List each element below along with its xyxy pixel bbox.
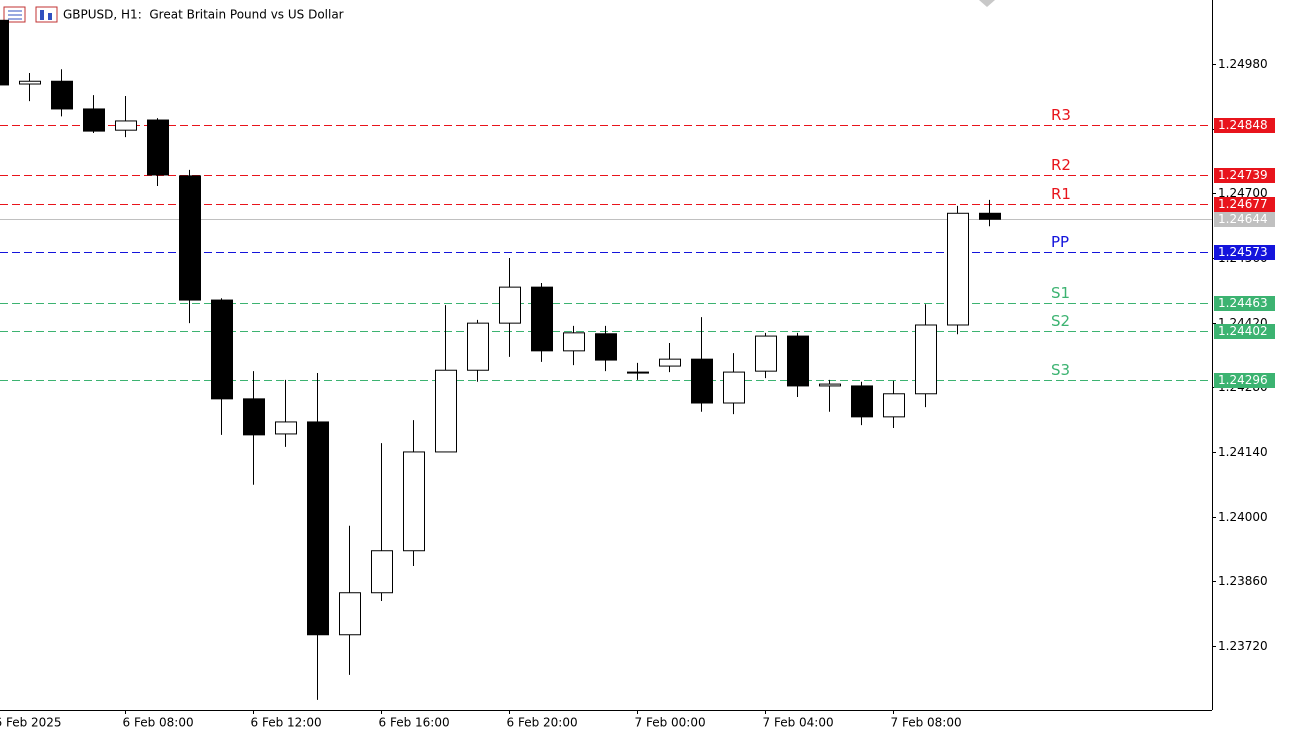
candle-body xyxy=(499,286,521,324)
candle-body xyxy=(243,398,265,436)
y-tick-label: 1.24980 xyxy=(1218,57,1268,71)
x-tick-label: 7 Feb 08:00 xyxy=(891,716,962,730)
y-tick-label: 1.24140 xyxy=(1218,445,1268,459)
candle-body xyxy=(115,120,137,131)
x-tick-label: 7 Feb 00:00 xyxy=(635,716,706,730)
candle-body xyxy=(0,19,9,86)
pivot-name: R1 xyxy=(1051,185,1071,203)
candle-body xyxy=(627,371,649,374)
title-background xyxy=(60,5,352,25)
pivot-name: S3 xyxy=(1051,361,1070,379)
x-tick-label: 7 Feb 04:00 xyxy=(763,716,834,730)
price-label-box xyxy=(1214,245,1275,260)
x-tick-label: 6 Feb 16:00 xyxy=(379,716,450,730)
candle-body xyxy=(83,108,105,132)
price-label-box xyxy=(1214,373,1275,388)
title-icons xyxy=(3,6,58,23)
candle-body xyxy=(851,385,873,418)
y-tick-label: 1.24700 xyxy=(1218,186,1268,200)
candle-body xyxy=(147,119,169,176)
chart-shift-marker xyxy=(979,0,995,7)
price-label-box xyxy=(1214,197,1275,212)
candle-body xyxy=(275,421,297,435)
candle-body xyxy=(307,421,329,636)
price-label: 1.24739 xyxy=(1218,168,1268,182)
candle-body xyxy=(211,299,233,400)
price-label: 1.24677 xyxy=(1218,197,1268,211)
icon-bar xyxy=(40,10,44,20)
x-tick-label: 6 Feb 20:00 xyxy=(507,716,578,730)
price-label-box xyxy=(1214,296,1275,311)
candle-body xyxy=(403,451,425,552)
y-tick-label: 1.23720 xyxy=(1218,639,1268,653)
x-tick-label: 6 Feb 12:00 xyxy=(251,716,322,730)
price-label: 1.24644 xyxy=(1218,212,1268,226)
price-label: 1.24296 xyxy=(1218,373,1268,387)
candle-body xyxy=(947,212,969,326)
candle-body xyxy=(915,324,937,395)
candle-body xyxy=(467,322,489,371)
pivot-name: R3 xyxy=(1051,106,1071,124)
price-label-box xyxy=(1214,118,1275,133)
x-tick-label: 6 Feb 2025 xyxy=(0,716,62,730)
price-label: 1.24402 xyxy=(1218,324,1268,338)
candle-body xyxy=(595,333,617,361)
candle-body xyxy=(723,371,745,404)
icon-chart xyxy=(35,6,58,23)
candle-body xyxy=(435,369,457,453)
candle-body xyxy=(531,286,553,352)
price-label-box xyxy=(1214,168,1275,183)
pivot-name: S1 xyxy=(1051,284,1070,302)
pivot-name: R2 xyxy=(1051,156,1071,174)
candle-body xyxy=(659,358,681,367)
price-label-box xyxy=(1214,324,1275,339)
pivot-name: S2 xyxy=(1051,312,1070,330)
candle-body xyxy=(339,592,361,636)
candle-body xyxy=(979,212,1001,220)
candle-body xyxy=(787,335,809,387)
chart-title: GBPUSD, H1: Great Britain Pound vs US Do… xyxy=(63,8,344,22)
candle-body xyxy=(819,383,841,387)
candle-body xyxy=(883,393,905,418)
candle-body xyxy=(691,358,713,404)
x-tick-label: 6 Feb 08:00 xyxy=(123,716,194,730)
price-label: 1.24463 xyxy=(1218,296,1268,310)
price-label: 1.24573 xyxy=(1218,245,1268,259)
candle-body xyxy=(19,80,41,85)
y-tick-label: 1.24000 xyxy=(1218,510,1268,524)
candle-body xyxy=(51,80,73,110)
candle-body xyxy=(563,332,585,352)
candle-body xyxy=(755,335,777,372)
price-label: 1.24848 xyxy=(1218,118,1268,132)
candle-body xyxy=(371,550,393,594)
icon-bar xyxy=(48,13,52,20)
pivot-name: PP xyxy=(1051,233,1069,251)
price-label-box xyxy=(1214,212,1275,227)
candle-body xyxy=(179,175,201,301)
y-tick-label: 1.23860 xyxy=(1218,574,1268,588)
